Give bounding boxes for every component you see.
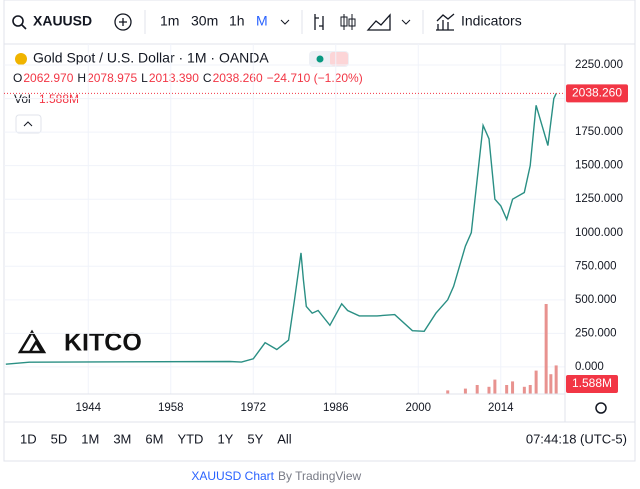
vol-value: 1.588M <box>39 92 79 106</box>
ohlc-key: H <box>77 71 86 85</box>
ohlc-key: O <box>13 71 22 85</box>
x-tick-label: 2000 <box>405 402 431 414</box>
ohlc-value: 2062.970 <box>23 71 73 85</box>
y-tick-label: 750.000 <box>575 260 617 272</box>
add-symbol[interactable] <box>114 13 132 31</box>
range-button[interactable]: 5D <box>51 431 68 446</box>
last-price-label: 2038.260 <box>572 86 622 100</box>
volume-bar <box>511 381 515 394</box>
x-tick-label: 1972 <box>240 402 266 414</box>
volume-bar <box>522 386 526 394</box>
y-tick-label: 1500.000 <box>575 160 623 172</box>
interval-active[interactable]: M <box>256 13 268 29</box>
collapse-button[interactable] <box>15 114 42 134</box>
range-bar: 1D 5D 1M 3M 6M YTD 1Y 5Y All <box>20 431 292 446</box>
ohlc-value: 2038.260 <box>213 71 263 85</box>
area-icon[interactable] <box>366 13 391 31</box>
volume-bar <box>446 390 450 394</box>
ohlc-value: 2078.975 <box>87 71 137 85</box>
footer-by: By TradingView <box>278 469 361 483</box>
panel <box>3 0 636 462</box>
range-button[interactable]: 5Y <box>247 431 263 446</box>
interval[interactable]: 1m <box>160 13 179 29</box>
indicators-icon[interactable] <box>436 13 455 31</box>
candles-icon-body <box>348 18 356 27</box>
status-dot <box>316 55 324 63</box>
symbol-logo <box>15 53 27 65</box>
range-button[interactable]: 6M <box>145 431 163 446</box>
vol-key: Vol <box>14 92 31 106</box>
candles-icon[interactable] <box>343 14 353 30</box>
status-icon <box>330 52 348 66</box>
volume-bar <box>463 388 467 394</box>
range-button[interactable]: YTD <box>177 431 203 446</box>
interval[interactable]: 30m <box>191 13 218 29</box>
candles-icon-body <box>340 16 348 27</box>
price-line <box>5 93 557 365</box>
volume-tag-label: 1.588M <box>572 376 612 390</box>
x-tick-label: 1986 <box>323 402 349 414</box>
settings-icon[interactable] <box>595 402 607 414</box>
last-price-tag <box>566 84 628 103</box>
clock: 07:44:18 (UTC-5) <box>526 431 627 446</box>
range-button[interactable]: 1Y <box>217 431 233 446</box>
volume-bar <box>549 374 553 394</box>
ohlc-value: 2013.390 <box>149 71 199 85</box>
add-symbol-plus <box>119 18 127 26</box>
volume-bar <box>534 370 538 394</box>
volume-bar <box>487 386 491 394</box>
volume-bar <box>493 379 497 394</box>
x-tick-label: 1944 <box>75 402 101 414</box>
indicators-button[interactable]: Indicators <box>461 13 522 29</box>
y-tick-label: 0.000 <box>575 361 604 373</box>
x-tick-label: 2014 <box>488 402 514 414</box>
y-tick-label: 1250.000 <box>575 193 623 205</box>
y-tick-label: 1750.000 <box>575 126 623 138</box>
plot: 0.000 250.000 500.000 750.000 1000.000 1250.0… <box>4 44 628 414</box>
interval[interactable]: 1h <box>229 13 245 29</box>
volume-bar <box>528 385 532 394</box>
chevron[interactable] <box>280 19 290 25</box>
y-tick-label: 250.000 <box>575 327 617 339</box>
legend-title: Gold Spot / U.S. Dollar · 1M · OANDA <box>33 50 269 66</box>
chevron[interactable] <box>401 19 411 25</box>
change: −24.710 (−1.20%) <box>267 71 363 85</box>
y-tick-label: 500.000 <box>575 294 617 306</box>
watermark-logo <box>17 329 47 354</box>
search-icon-handle <box>21 24 27 30</box>
ohlc-key: L <box>141 71 148 85</box>
ohlc-row: O 2062.970 H 2078.975 L 2013.390 C 2038.260 −24.… <box>13 71 363 85</box>
volume-bar <box>505 385 509 394</box>
range-button[interactable]: 3M <box>113 431 131 446</box>
watermark: KITCO <box>64 329 142 357</box>
volume-bar <box>475 385 479 394</box>
x-tick-label: 1958 <box>158 402 184 414</box>
y-tick-label: 1000.000 <box>575 227 623 239</box>
volume-bar <box>544 304 548 394</box>
symbol[interactable]: XAUUSD <box>33 13 92 29</box>
y-tick-label: 2250.000 <box>575 59 623 71</box>
footer-link[interactable]: XAUUSD Chart <box>191 469 274 483</box>
ohlc-key: C <box>203 71 212 85</box>
volume-tag <box>566 375 618 393</box>
collapse-icon <box>23 121 33 127</box>
range-button[interactable]: 1M <box>81 431 99 446</box>
volume-bar <box>554 365 558 394</box>
range-button[interactable]: 1D <box>20 431 37 446</box>
range-button[interactable]: All <box>277 431 292 446</box>
bars-icon[interactable] <box>314 14 324 30</box>
search-icon[interactable] <box>12 15 24 27</box>
